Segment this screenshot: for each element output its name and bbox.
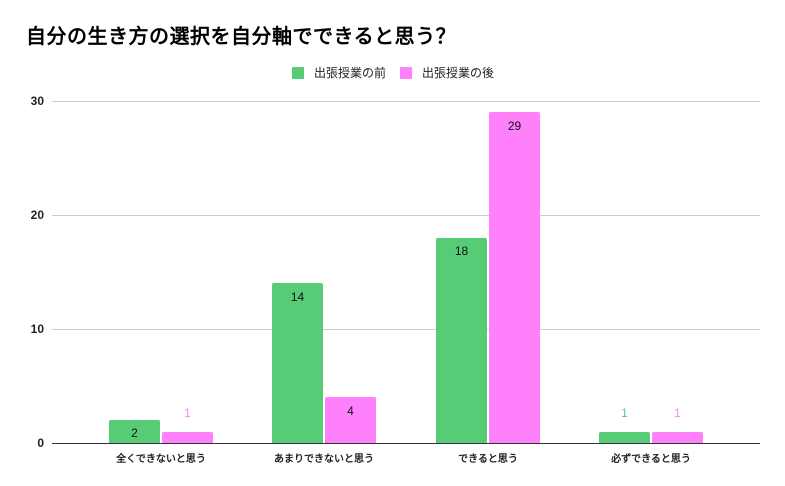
legend-item-before[interactable]: 出張授業の前 xyxy=(292,64,386,81)
legend: 出張授業の前 出張授業の後 xyxy=(292,64,508,81)
x-label-1: 全くできないと思う xyxy=(116,454,206,465)
bar-label-after-4: 1 xyxy=(674,406,681,420)
bar-label-before-2: 14 xyxy=(290,290,305,304)
bar-label-after-2: 4 xyxy=(347,404,354,418)
legend-swatch-before xyxy=(292,66,304,79)
gridline-20 xyxy=(52,215,760,216)
legend-swatch-after xyxy=(400,66,413,79)
bar-before-3[interactable] xyxy=(436,238,487,443)
y-tick-0: 0 xyxy=(37,436,44,450)
gridline-10 xyxy=(52,329,760,330)
bar-after-1[interactable] xyxy=(162,432,213,443)
y-tick-10: 10 xyxy=(30,322,44,336)
bar-before-1[interactable] xyxy=(109,420,160,443)
bar-label-before-1: 2 xyxy=(131,426,138,440)
bar-after-3[interactable] xyxy=(489,112,540,443)
legend-label-after: 出張授業の後 xyxy=(422,66,495,80)
bar-after-4[interactable] xyxy=(652,432,703,443)
bar-label-after-3: 29 xyxy=(507,119,522,133)
bar-before-4[interactable] xyxy=(599,432,650,443)
x-axis-baseline xyxy=(52,443,760,444)
x-label-4: 必ずできると思う xyxy=(611,454,691,465)
x-label-2: あまりできないと思う xyxy=(274,454,374,465)
legend-label-before: 出張授業の前 xyxy=(314,66,387,80)
bar-before-2[interactable] xyxy=(272,283,323,443)
bar-after-2[interactable] xyxy=(325,397,376,443)
y-tick-20: 20 xyxy=(30,208,44,222)
bar-label-before-3: 18 xyxy=(454,244,469,258)
x-label-3: できると思う xyxy=(458,454,518,465)
chart-title: 自分の生き方の選択を自分軸でできると思う？ xyxy=(26,24,457,48)
gridline-30 xyxy=(52,101,760,102)
bar-label-before-4: 1 xyxy=(621,406,628,420)
legend-item-after[interactable]: 出張授業の後 xyxy=(400,64,494,81)
bar-label-after-1: 1 xyxy=(184,406,191,420)
y-tick-30: 30 xyxy=(30,94,44,108)
